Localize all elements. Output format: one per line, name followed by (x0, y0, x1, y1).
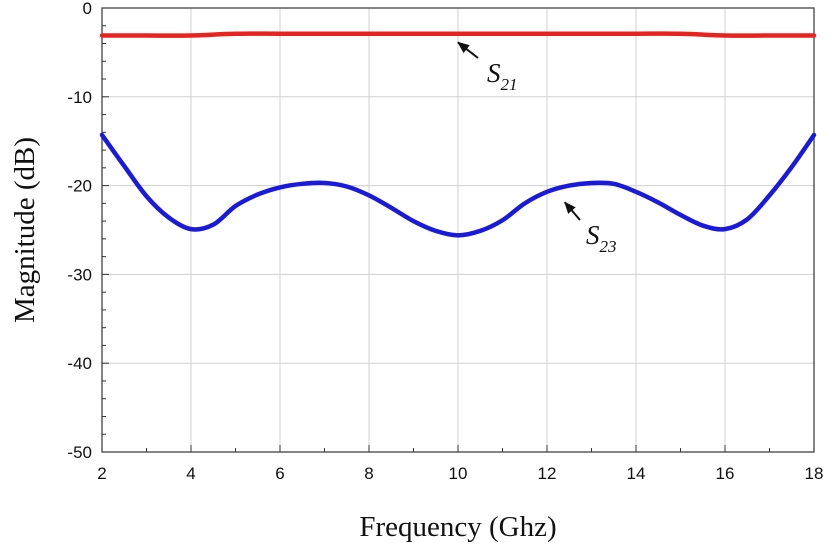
ticks (101, 7, 815, 453)
x-tick-labels: 2 4 6 8 10 12 14 16 18 (97, 464, 823, 483)
annotation-arrow (564, 201, 581, 221)
x-tick-label: 18 (805, 464, 824, 483)
annotation-layer: S21 S23 (457, 41, 617, 256)
y-tick-label: -30 (67, 265, 92, 284)
y-axis-title: Magnitude (dB) (9, 137, 41, 323)
annotation-label: S21 (487, 58, 518, 94)
annotation-label: S23 (586, 220, 617, 256)
x-tick-label: 4 (186, 464, 195, 483)
x-tick-label: 8 (364, 464, 373, 483)
x-tick-label: 14 (627, 464, 646, 483)
x-tick-label: 6 (275, 464, 284, 483)
x-tick-label: 10 (449, 464, 468, 483)
x-axis-title: Frequency (Ghz) (359, 511, 556, 543)
x-tick-label: 12 (538, 464, 557, 483)
y-tick-labels: 0 -10 -20 -30 -40 -50 (67, 0, 92, 462)
y-tick-label: -40 (67, 354, 92, 373)
y-tick-label: -10 (67, 88, 92, 107)
y-tick-label: -50 (67, 443, 92, 462)
y-tick-label: 0 (83, 0, 92, 18)
annotation-subscript: 21 (501, 75, 518, 94)
series-line-s21 (99, 31, 817, 38)
annotation-arrow (457, 41, 479, 59)
series-layer (99, 31, 817, 238)
grid (101, 7, 815, 453)
x-tick-label: 16 (716, 464, 735, 483)
x-tick-label: 2 (97, 464, 106, 483)
annotation-subscript: 23 (600, 237, 617, 256)
y-tick-label: -20 (67, 177, 92, 196)
series-line-s23 (99, 132, 817, 238)
